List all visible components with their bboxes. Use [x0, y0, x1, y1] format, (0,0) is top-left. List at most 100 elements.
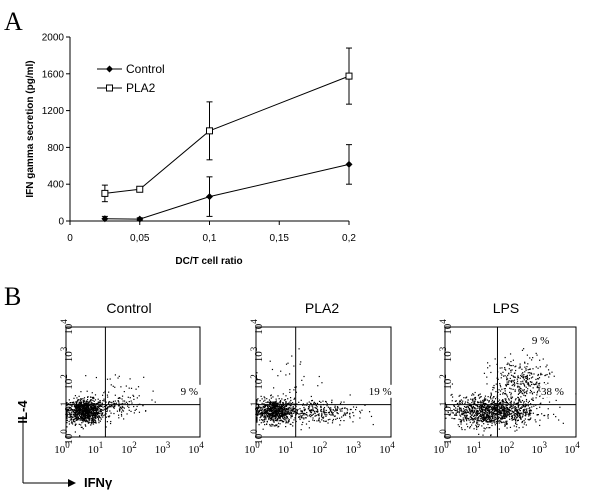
event-dot: [274, 407, 276, 410]
event-dot: [287, 407, 289, 409]
event-dot: [478, 394, 480, 396]
event-dot: [493, 417, 495, 419]
event-dot: [119, 409, 121, 411]
event-dot: [69, 407, 71, 409]
event-dot: [281, 407, 284, 410]
event-dot: [309, 405, 311, 407]
event-dot: [331, 401, 333, 403]
event-dot: [272, 424, 274, 426]
event-dot: [283, 408, 285, 410]
event-dot: [80, 407, 82, 409]
event-dot: [125, 401, 128, 403]
event-dot: [83, 405, 85, 408]
event-dot: [290, 423, 292, 426]
event-dot: [472, 422, 474, 424]
event-dot: [270, 412, 273, 415]
event-dot: [258, 410, 261, 412]
event-dot: [481, 407, 483, 410]
event-dot: [87, 405, 89, 408]
event-dot: [316, 410, 318, 412]
event-dot: [499, 414, 501, 416]
event-dot: [537, 374, 539, 377]
event-dot: [473, 407, 476, 409]
event-dot: [479, 408, 481, 410]
event-dot: [85, 412, 87, 415]
event-dot: [282, 393, 284, 395]
event-dot: [290, 409, 292, 411]
event-dot: [301, 411, 304, 413]
event-dot: [91, 408, 93, 410]
event-dot: [466, 417, 468, 419]
event-dot: [529, 374, 531, 376]
event-dot: [275, 405, 277, 407]
event-dot: [515, 403, 517, 405]
event-dot: [510, 408, 513, 410]
event-dot: [483, 399, 485, 401]
event-dot: [505, 402, 507, 404]
event-dot: [110, 406, 112, 408]
event-dot: [122, 402, 124, 405]
event-dot: [73, 402, 75, 405]
event-dot: [478, 401, 480, 403]
event-dot: [316, 407, 318, 410]
event-dot: [74, 417, 76, 420]
event-dot: [525, 404, 527, 406]
x-tick-label: 0,05: [130, 233, 150, 244]
event-dot: [82, 415, 84, 417]
event-dot: [513, 402, 515, 404]
event-dot: [536, 394, 538, 396]
event-dot: [483, 419, 485, 421]
event-dot: [84, 416, 86, 418]
event-dot: [327, 419, 329, 421]
event-dot: [107, 403, 110, 405]
event-dot: [482, 418, 484, 420]
event-dot: [501, 421, 503, 424]
event-dot: [476, 421, 478, 423]
event-dot: [463, 412, 465, 414]
event-dot: [538, 389, 540, 391]
event-dot: [481, 408, 483, 410]
event-dot: [66, 410, 68, 412]
event-dot: [267, 406, 269, 408]
event-dot: [90, 415, 92, 417]
x-axis-name: IFNγ: [84, 475, 113, 490]
event-dot: [504, 415, 507, 417]
event-dot: [523, 384, 525, 386]
event-dot: [103, 398, 105, 400]
event-dot: [73, 397, 75, 399]
event-dot: [94, 394, 97, 396]
event-dot: [83, 420, 85, 422]
event-dot: [513, 417, 515, 419]
event-dot: [91, 402, 93, 404]
event-dot: [480, 408, 483, 411]
event-dot: [328, 411, 330, 414]
event-dot: [504, 425, 506, 427]
event-dot: [456, 414, 458, 416]
event-dot: [511, 416, 514, 418]
event-dot: [269, 414, 271, 416]
event-dot: [83, 397, 86, 399]
event-dot: [536, 386, 538, 389]
event-dot: [304, 408, 306, 410]
event-dot: [484, 395, 487, 397]
event-dot: [120, 415, 123, 417]
event-dot: [512, 383, 514, 386]
event-dot: [511, 410, 513, 412]
event-dot: [279, 403, 281, 405]
event-dot: [284, 399, 287, 401]
event-dot: [322, 417, 324, 419]
event-dot: [69, 402, 71, 404]
event-dot: [492, 397, 494, 399]
event-dot: [491, 415, 493, 417]
event-dot: [525, 424, 527, 426]
quadrant-label-background: [368, 384, 395, 398]
event-dot: [293, 365, 295, 367]
y-tick-label: 100: [438, 429, 454, 445]
event-dot: [335, 410, 337, 412]
event-dot: [278, 404, 280, 406]
event-dot: [500, 372, 502, 375]
event-dot: [325, 409, 327, 412]
event-dot: [284, 405, 286, 408]
event-dot: [123, 407, 125, 409]
